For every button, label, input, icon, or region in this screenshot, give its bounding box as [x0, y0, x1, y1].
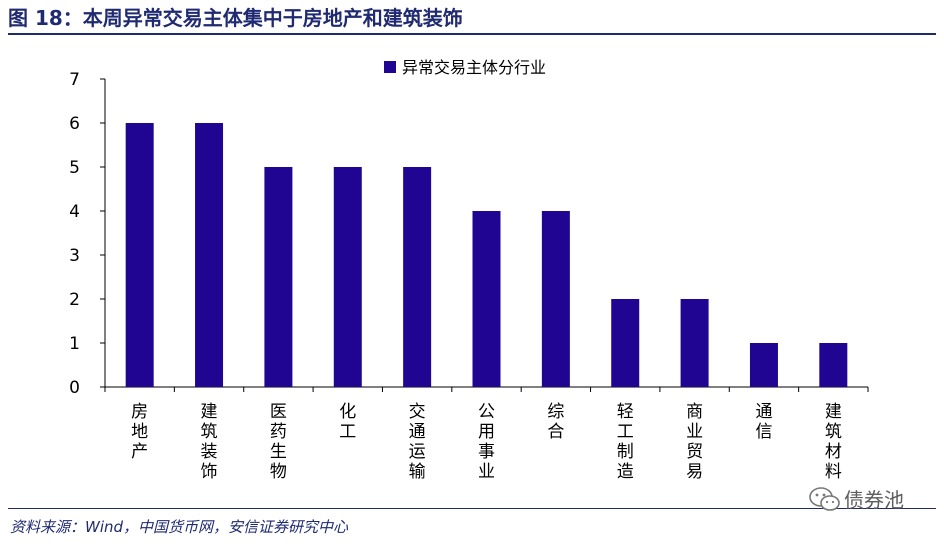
y-tick-label: 2 — [69, 290, 80, 310]
category-label: 建筑装饰 — [201, 402, 218, 482]
bar — [541, 211, 570, 387]
y-tick-label: 3 — [69, 246, 80, 266]
category-label: 房地产 — [131, 402, 148, 462]
bar — [680, 299, 709, 387]
source-note: 资料来源：Wind，中国货币网，安信证券研究中心 — [10, 518, 349, 536]
legend: 异常交易主体分行业 — [384, 58, 546, 77]
legend-label: 异常交易主体分行业 — [402, 58, 546, 77]
x-axis — [104, 386, 869, 392]
y-axis: 0 1 2 3 4 5 6 7 — [69, 70, 106, 398]
category-label: 交通运输 — [409, 402, 426, 482]
category-label: 轻工制造 — [617, 402, 634, 482]
watermark-text: 债券池 — [844, 488, 904, 512]
bars — [125, 123, 848, 387]
bar — [819, 343, 848, 387]
wechat-logo-icon — [809, 487, 840, 511]
y-tick-label: 1 — [69, 334, 80, 354]
bar — [403, 167, 432, 387]
category-label: 通信 — [755, 402, 772, 442]
category-labels: 房地产 建筑装饰 医药生物 化工 交通运输 公用事业 综合 轻工制造 商业贸易 通信 建筑材料 — [131, 402, 842, 482]
category-label: 综合 — [547, 402, 564, 442]
bar — [195, 123, 224, 387]
y-tick-label: 4 — [69, 202, 80, 222]
category-label: 建筑材料 — [825, 402, 842, 482]
legend-swatch — [384, 61, 396, 73]
y-tick-label: 0 — [69, 378, 80, 398]
bar — [472, 211, 501, 387]
y-tick-label: 5 — [69, 158, 80, 178]
title-rule — [8, 33, 936, 35]
bar — [125, 123, 154, 387]
y-tick-label: 6 — [69, 114, 80, 134]
bar — [611, 299, 640, 387]
source-rule — [8, 508, 936, 509]
bar — [749, 343, 778, 387]
figure-title: 图 18：本周异常交易主体集中于房地产和建筑装饰 — [8, 6, 463, 30]
bar — [333, 167, 362, 387]
category-label: 公用事业 — [478, 402, 495, 482]
category-label: 化工 — [339, 402, 356, 442]
bar — [264, 167, 293, 387]
category-label: 医药生物 — [270, 402, 287, 482]
watermark: 债券池 — [808, 482, 918, 514]
category-label: 商业贸易 — [686, 402, 703, 482]
y-tick-label: 7 — [69, 70, 80, 90]
